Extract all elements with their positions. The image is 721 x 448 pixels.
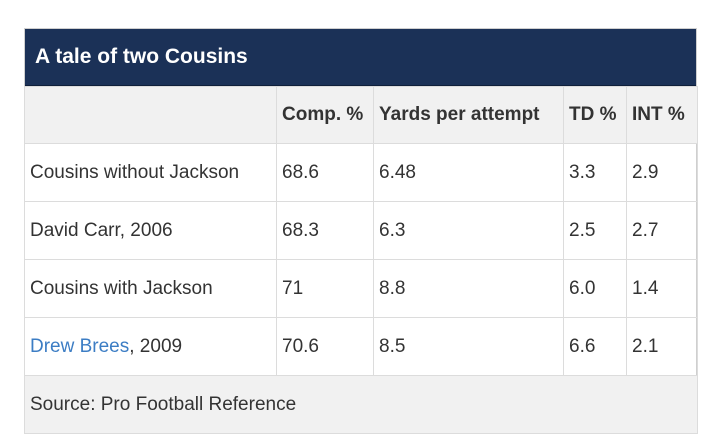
stats-table: Comp. % Yards per attempt TD % INT % Cou…: [24, 86, 698, 434]
row-label: Cousins with Jackson: [24, 259, 277, 318]
cell-int-pct: 1.4: [626, 259, 698, 318]
row-label: David Carr, 2006: [24, 201, 277, 260]
table-title: A tale of two Cousins: [35, 45, 248, 68]
drew-brees-link[interactable]: Drew Brees: [30, 335, 130, 357]
cell-td-pct: 2.5: [563, 201, 627, 260]
cell-comp-pct: 68.6: [276, 143, 374, 202]
cell-yards-per-attempt: 6.48: [373, 143, 564, 202]
cell-comp-pct: 71: [276, 259, 374, 318]
row-label: Drew Brees, 2009: [24, 317, 277, 376]
cell-int-pct: 2.1: [626, 317, 698, 376]
cell-int-pct: 2.7: [626, 201, 698, 260]
cell-comp-pct: 70.6: [276, 317, 374, 376]
source-note: Source: Pro Football Reference: [24, 375, 698, 434]
cell-int-pct: 2.9: [626, 143, 698, 202]
cell-td-pct: 3.3: [563, 143, 627, 202]
cell-comp-pct: 68.3: [276, 201, 374, 260]
table-title-bar: A tale of two Cousins: [25, 29, 696, 86]
source-row: Source: Pro Football Reference: [24, 375, 698, 434]
header-blank: [24, 86, 277, 144]
stats-card: A tale of two Cousins Comp. % Yards per …: [24, 28, 698, 434]
cell-yards-per-attempt: 8.5: [373, 317, 564, 376]
cell-yards-per-attempt: 6.3: [373, 201, 564, 260]
table-row: Drew Brees, 2009 70.6 8.5 6.6 2.1: [24, 317, 698, 376]
header-td-pct: TD %: [563, 86, 627, 144]
header-yards-per-attempt: Yards per attempt: [373, 86, 564, 144]
cell-yards-per-attempt: 8.8: [373, 259, 564, 318]
header-int-pct: INT %: [626, 86, 698, 144]
table-row: Cousins with Jackson 71 8.8 6.0 1.4: [24, 259, 698, 318]
row-label-suffix: , 2009: [129, 335, 183, 357]
table-row: Cousins without Jackson 68.6 6.48 3.3 2.…: [24, 143, 698, 202]
header-row: Comp. % Yards per attempt TD % INT %: [24, 86, 698, 144]
header-comp-pct: Comp. %: [276, 86, 374, 144]
cell-td-pct: 6.0: [563, 259, 627, 318]
cell-td-pct: 6.6: [563, 317, 627, 376]
row-label: Cousins without Jackson: [24, 143, 277, 202]
table-row: David Carr, 2006 68.3 6.3 2.5 2.7: [24, 201, 698, 260]
